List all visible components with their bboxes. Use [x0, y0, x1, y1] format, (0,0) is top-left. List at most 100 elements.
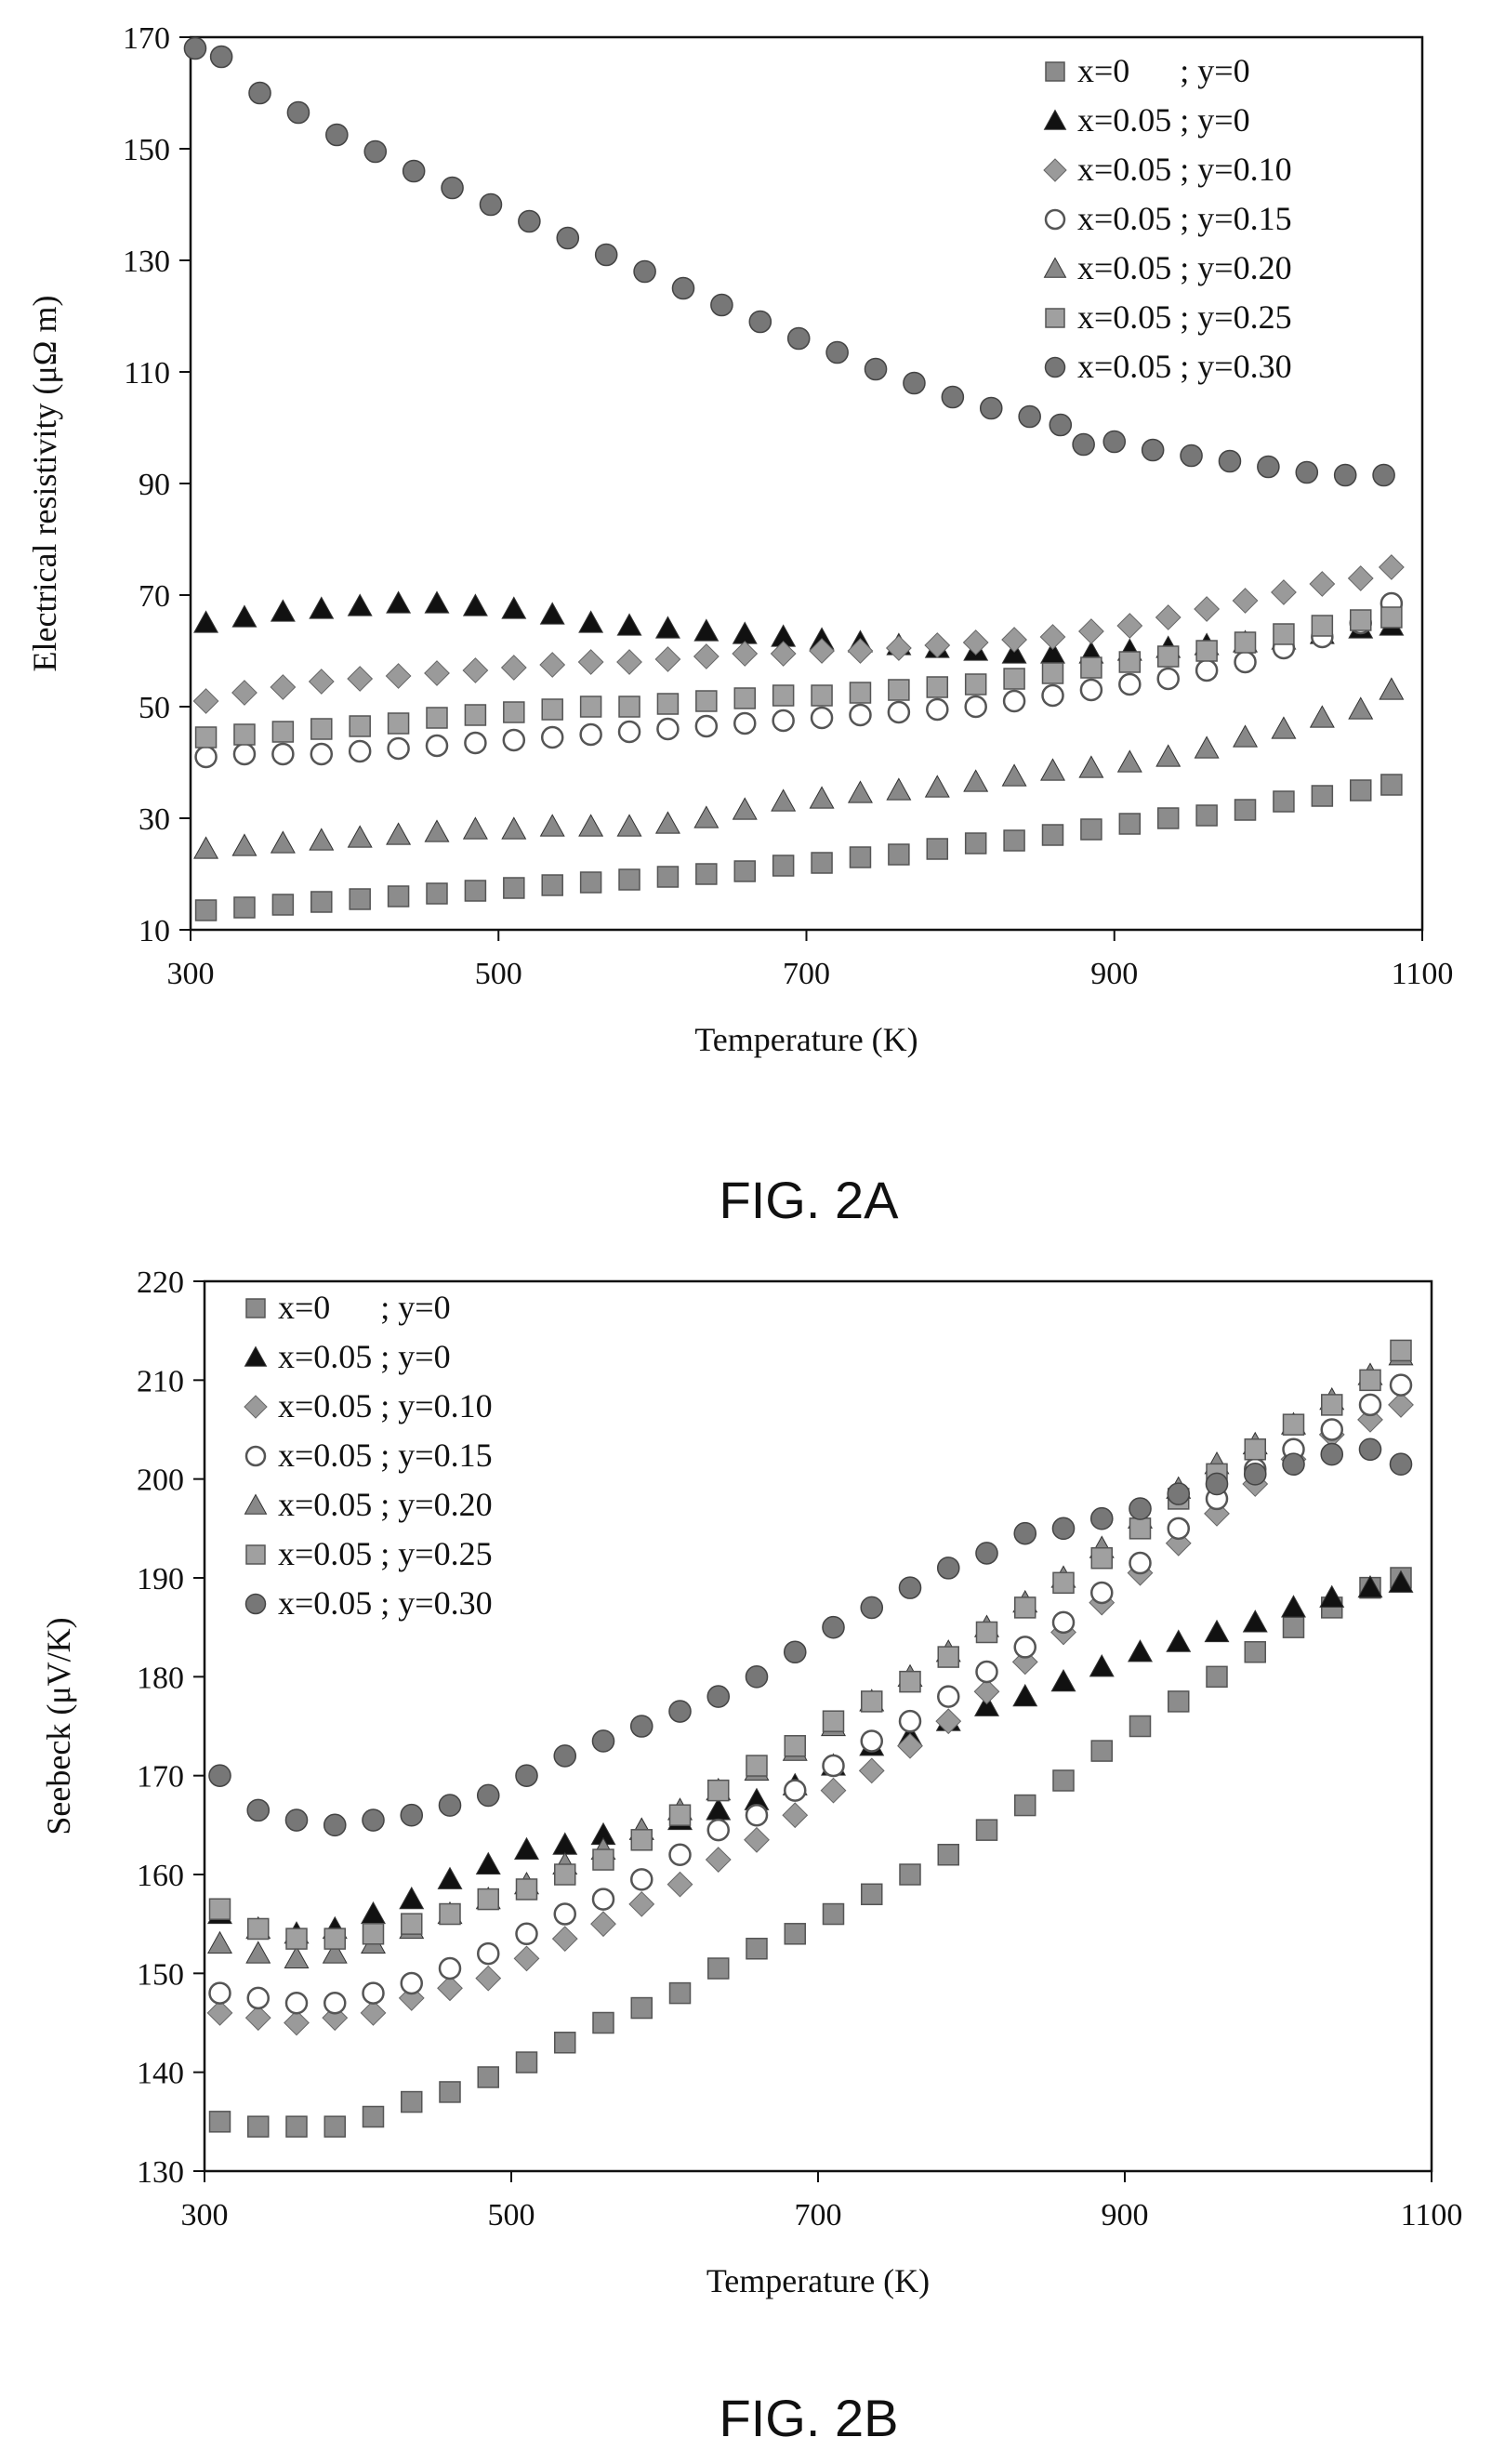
chart-1: 300 500 700 900 1100 10 30 50 70 90 110 130 150 170 Te… — [26, 21, 1453, 1058]
data-point — [439, 1902, 461, 1926]
data-point — [1003, 829, 1025, 852]
data-point — [784, 1923, 806, 1945]
data-point — [579, 722, 602, 747]
data-point — [541, 874, 563, 896]
data-point — [772, 684, 795, 707]
data-point — [464, 731, 487, 755]
caption-fig-2a: FIG. 2A — [719, 1171, 900, 1229]
data-point — [974, 1693, 999, 1716]
data-point — [518, 209, 541, 233]
legend-marker — [245, 1298, 266, 1318]
data-point — [654, 811, 680, 834]
data-point — [975, 1660, 998, 1684]
data-point — [1102, 430, 1127, 454]
data-point — [861, 1690, 883, 1713]
data-point — [386, 590, 412, 614]
series-5 — [193, 677, 1405, 859]
legend-marker — [1044, 208, 1066, 231]
data-point — [1233, 724, 1259, 748]
x-axis-title: Temperature (K) — [706, 2262, 930, 2299]
data-point — [733, 711, 757, 735]
data-point — [284, 1991, 309, 2015]
data-point — [386, 822, 412, 845]
data-point — [363, 139, 388, 164]
data-point — [194, 899, 218, 921]
data-point — [618, 695, 640, 718]
data-point — [401, 2090, 423, 2113]
data-point — [811, 684, 833, 707]
data-point — [400, 1971, 423, 1995]
data-point — [937, 1843, 959, 1866]
data-point — [1090, 1740, 1113, 1762]
data-point — [1155, 744, 1182, 767]
data-point — [1282, 1452, 1305, 1477]
data-point — [630, 1996, 653, 2020]
series-7 — [208, 1437, 1413, 1837]
data-point — [462, 593, 488, 616]
data-point — [962, 629, 989, 656]
data-point — [347, 666, 374, 692]
data-point — [441, 176, 464, 200]
legend-label: x=0.05 ; y=0 — [1077, 101, 1250, 139]
y-tick-label: 150 — [123, 133, 170, 167]
y-tick-label: 180 — [137, 1661, 184, 1695]
data-point — [770, 641, 797, 667]
series-3 — [192, 554, 1405, 714]
data-point — [707, 1957, 730, 1980]
legend-label: x=0.05 ; y=0.30 — [278, 1584, 493, 1622]
y-tick-label: 140 — [137, 2057, 184, 2091]
legend-marker — [244, 1445, 267, 1467]
data-point — [387, 712, 410, 735]
data-point — [772, 709, 795, 733]
x-tick-label: 1100 — [1392, 957, 1454, 991]
data-point — [245, 1941, 271, 1964]
series-4 — [208, 1373, 1413, 2015]
data-point — [323, 1813, 347, 1837]
data-point — [270, 674, 297, 700]
data-point — [479, 192, 503, 217]
data-point — [1348, 696, 1374, 720]
data-point — [1389, 1452, 1413, 1477]
data-point — [1118, 651, 1142, 673]
data-point — [437, 1975, 463, 2002]
data-point — [656, 866, 680, 888]
legend-label: x=0.05 ; y=0.30 — [1077, 348, 1292, 385]
data-point — [477, 2066, 499, 2088]
data-point — [539, 652, 566, 678]
data-point — [244, 2005, 271, 2032]
data-point — [515, 1764, 538, 1787]
data-point — [1089, 1506, 1114, 1530]
data-point — [926, 697, 949, 722]
data-point — [1195, 804, 1218, 827]
data-point — [578, 610, 604, 633]
data-point — [924, 632, 951, 658]
data-point — [310, 891, 333, 913]
data-point — [886, 777, 912, 801]
data-point — [1389, 1373, 1413, 1397]
data-point — [554, 2032, 576, 2054]
data-point — [1273, 790, 1295, 813]
y-tick-label: 110 — [124, 356, 170, 391]
y-tick-label: 160 — [137, 1859, 184, 1893]
data-point — [323, 1927, 346, 1950]
data-point — [183, 36, 207, 60]
data-point — [193, 610, 219, 633]
data-point — [285, 1927, 308, 1950]
data-point — [1072, 432, 1095, 457]
data-point — [810, 706, 834, 730]
data-point — [438, 1956, 462, 1980]
data-point — [1357, 1574, 1383, 1598]
data-point — [1080, 818, 1102, 841]
data-point — [402, 159, 426, 183]
data-point — [656, 693, 680, 715]
data-point — [552, 1832, 578, 1855]
data-point — [1116, 613, 1143, 639]
data-point — [323, 2115, 346, 2138]
data-point — [849, 703, 872, 727]
data-point — [1234, 650, 1257, 674]
data-point — [1014, 1794, 1036, 1817]
data-point — [246, 1986, 270, 2010]
data-point — [310, 742, 334, 766]
data-point — [695, 690, 718, 712]
data-point — [1309, 705, 1335, 728]
